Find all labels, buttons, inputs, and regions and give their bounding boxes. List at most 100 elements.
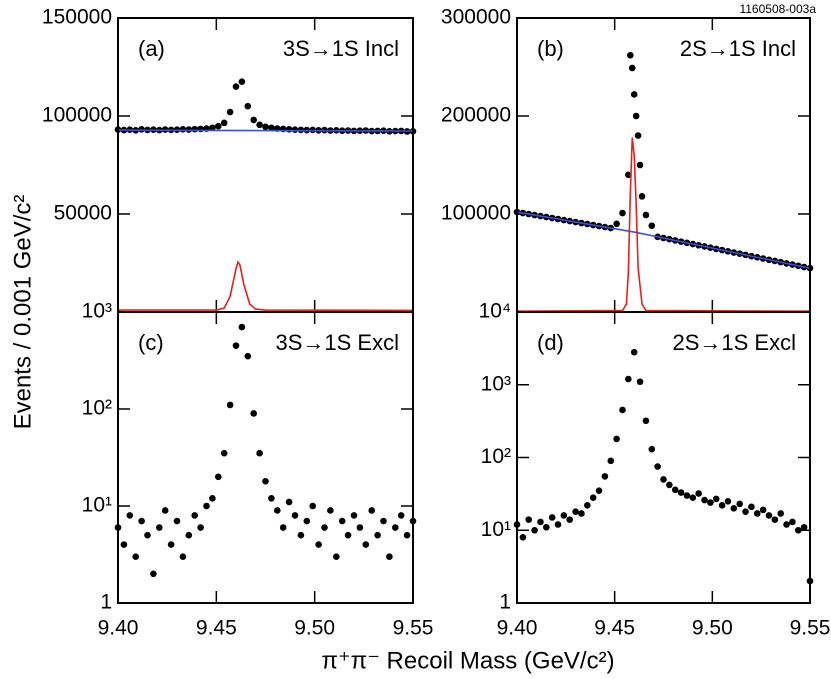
data-point <box>386 553 393 561</box>
data-point <box>628 64 636 72</box>
data-point <box>537 518 544 526</box>
data-point <box>226 108 234 116</box>
data-point <box>595 487 603 494</box>
data-point <box>589 494 597 502</box>
data-point <box>232 342 240 349</box>
y-tick-label: 100000 <box>42 104 112 127</box>
data-point <box>543 523 550 531</box>
x-tick-label: 9.55 <box>790 617 831 640</box>
data-point <box>519 534 527 541</box>
data-point <box>327 507 334 514</box>
data-point <box>215 122 222 130</box>
data-point <box>232 83 240 90</box>
data-point <box>350 512 358 519</box>
data-point <box>560 512 568 519</box>
data-point <box>291 126 299 134</box>
data-point <box>309 126 317 134</box>
data-point <box>197 125 204 133</box>
y-tick-label: 200000 <box>441 104 511 127</box>
panel-label: (a) <box>138 36 165 61</box>
data-point <box>185 531 193 539</box>
y-tick-label: 10¹ <box>82 494 112 517</box>
data-point <box>742 508 749 515</box>
y-tick-label: 1 <box>499 591 511 614</box>
fit-line <box>117 129 414 132</box>
data-point <box>613 220 620 228</box>
data-point <box>203 502 210 510</box>
data-point <box>654 463 661 470</box>
panel-title: 3S→1S Incl <box>283 36 399 61</box>
data-point <box>630 91 638 98</box>
data-point <box>607 457 615 465</box>
data-point <box>531 526 538 534</box>
data-point <box>126 512 134 519</box>
y-tick-label: 10¹ <box>481 518 511 541</box>
data-point <box>660 476 667 483</box>
data-point <box>642 211 650 219</box>
y-tick-label: 10³ <box>82 300 112 323</box>
data-point <box>197 524 204 531</box>
data-point <box>285 498 293 506</box>
data-point <box>226 401 234 409</box>
data-point <box>185 126 193 133</box>
data-point <box>578 510 585 517</box>
figure-id: 1160508-003a <box>739 2 816 16</box>
data-point <box>215 473 222 481</box>
x-tick-label: 9.50 <box>294 617 335 640</box>
y-tick-label: 1 <box>100 591 112 614</box>
data-point <box>724 497 732 505</box>
data-point <box>344 531 352 539</box>
data-point <box>380 517 387 525</box>
data-point <box>297 126 305 134</box>
data-point <box>238 78 246 85</box>
data-point <box>666 481 673 489</box>
fit-line <box>118 260 414 312</box>
data-point <box>167 541 175 548</box>
data-point <box>712 495 720 503</box>
data-point <box>689 494 697 502</box>
y-tick-label: 300000 <box>441 6 511 29</box>
data-point <box>191 125 198 133</box>
data-point <box>783 521 790 528</box>
data-point <box>262 123 269 131</box>
data-point <box>630 348 638 356</box>
data-point <box>632 112 640 120</box>
data-point <box>209 124 216 132</box>
data-point <box>554 521 562 528</box>
data-point <box>132 553 139 561</box>
panel-label: (d) <box>537 330 564 355</box>
data-point <box>256 121 263 129</box>
data-point <box>368 507 376 514</box>
data-point <box>362 541 370 548</box>
data-point <box>648 222 656 230</box>
data-point <box>636 378 644 386</box>
panel-label: (b) <box>537 36 564 61</box>
y-tick-label: 50000 <box>54 202 112 225</box>
data-point <box>701 496 708 504</box>
data-point <box>718 502 726 509</box>
data-point <box>403 531 411 539</box>
x-tick-label: 9.40 <box>497 617 538 640</box>
y-tick-label: 150000 <box>42 6 112 29</box>
y-axis-label: Events / 0.001 GeV/c² <box>9 195 36 430</box>
y-tick-label: 10² <box>82 397 112 420</box>
data-point <box>619 209 626 217</box>
y-tick-label: 10⁴ <box>479 300 511 323</box>
data-point <box>695 490 702 497</box>
x-axis-label: π⁺π⁻ Recoil Mass (GeV/c²) <box>321 647 614 674</box>
data-point <box>244 102 252 110</box>
data-point <box>244 352 252 360</box>
data-point <box>315 541 322 548</box>
data-point <box>625 171 632 179</box>
data-point <box>638 193 646 200</box>
data-point <box>771 516 779 523</box>
data-point <box>338 517 346 525</box>
panel-frame <box>117 17 414 313</box>
data-point <box>333 553 340 561</box>
data-point <box>179 126 187 133</box>
data-point <box>285 126 293 133</box>
data-point <box>250 410 257 417</box>
data-point <box>274 507 281 514</box>
data-point <box>584 502 591 509</box>
